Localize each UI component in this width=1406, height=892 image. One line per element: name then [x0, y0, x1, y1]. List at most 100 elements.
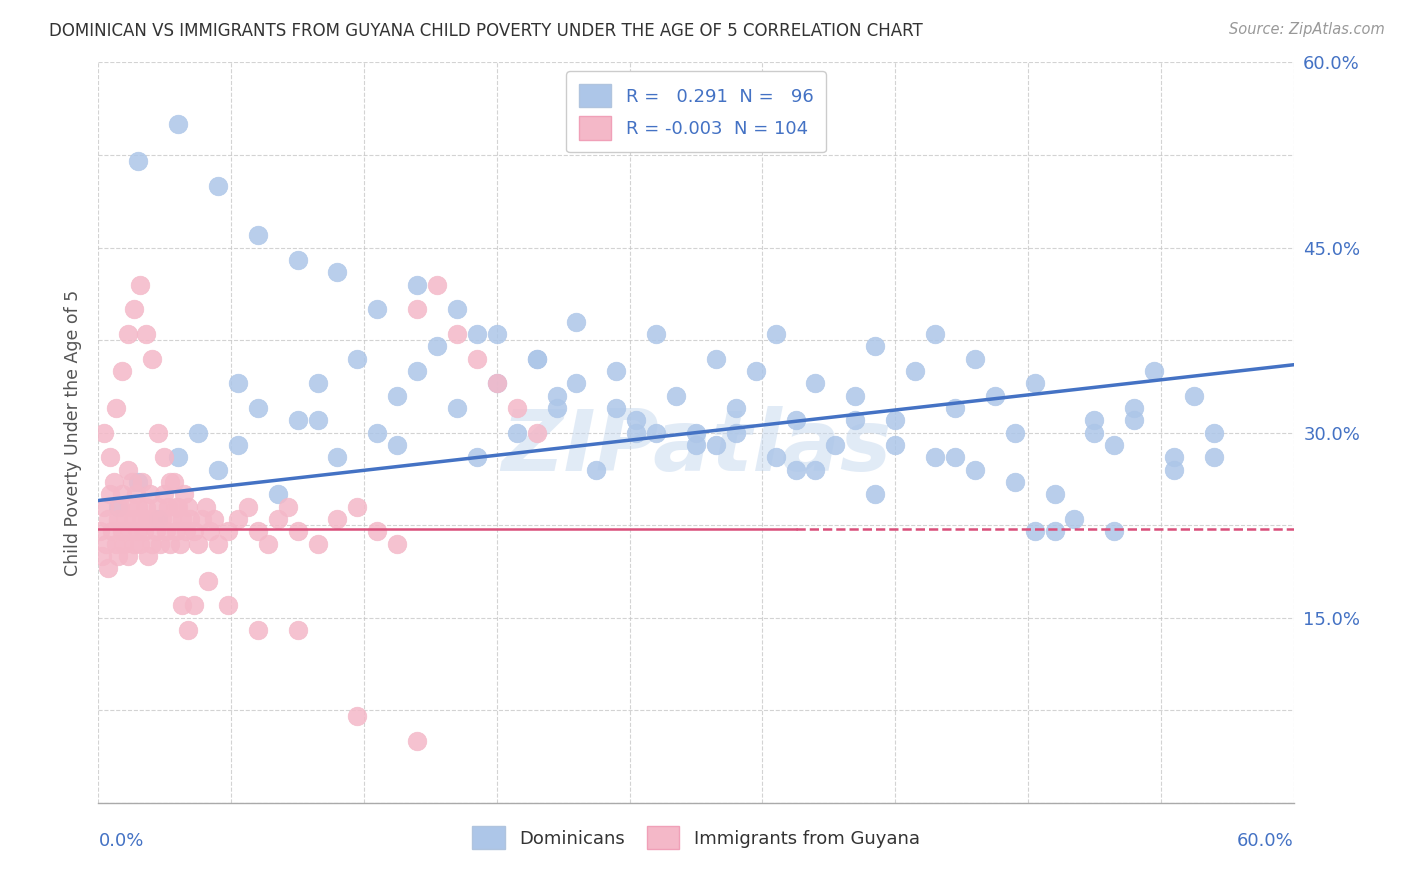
Point — [167, 500, 190, 514]
Point — [136, 512, 159, 526]
Point — [287, 252, 309, 267]
Point — [924, 450, 946, 465]
Point — [963, 351, 986, 366]
Point — [159, 536, 181, 550]
Point — [145, 524, 167, 539]
Point — [465, 326, 488, 341]
Point — [645, 425, 668, 440]
Point — [120, 500, 142, 514]
Point — [1104, 524, 1126, 539]
Point — [645, 326, 668, 341]
Point — [865, 487, 887, 501]
Point — [844, 388, 866, 402]
Point — [127, 475, 149, 489]
Point — [385, 536, 409, 550]
Point — [124, 536, 146, 550]
Point — [605, 401, 627, 415]
Point — [924, 326, 946, 341]
Point — [943, 450, 966, 465]
Point — [246, 524, 269, 539]
Point — [127, 154, 149, 169]
Point — [406, 734, 429, 748]
Point — [287, 413, 309, 427]
Point — [129, 536, 152, 550]
Text: 0.0%: 0.0% — [98, 832, 143, 850]
Text: DOMINICAN VS IMMIGRANTS FROM GUYANA CHILD POVERTY UNDER THE AGE OF 5 CORRELATION: DOMINICAN VS IMMIGRANTS FROM GUYANA CHIL… — [49, 22, 922, 40]
Point — [112, 536, 135, 550]
Point — [565, 314, 588, 328]
Point — [1182, 388, 1205, 402]
Point — [804, 462, 827, 476]
Point — [135, 326, 157, 341]
Point — [165, 500, 187, 514]
Point — [485, 326, 508, 341]
Point — [366, 302, 388, 317]
Point — [167, 117, 190, 131]
Point — [107, 500, 129, 514]
Point — [307, 536, 329, 550]
Point — [115, 512, 138, 526]
Point — [277, 500, 299, 514]
Point — [159, 475, 181, 489]
Point — [426, 277, 449, 292]
Point — [546, 401, 568, 415]
Point — [105, 536, 128, 550]
Point — [785, 413, 807, 427]
Point — [506, 401, 529, 415]
Point — [1004, 425, 1026, 440]
Point — [565, 376, 588, 391]
Point — [149, 536, 172, 550]
Point — [1202, 450, 1225, 465]
Point — [111, 487, 134, 501]
Point — [1083, 413, 1105, 427]
Point — [202, 512, 225, 526]
Point — [195, 500, 218, 514]
Point — [665, 388, 688, 402]
Point — [226, 376, 249, 391]
Point — [346, 351, 368, 366]
Point — [1202, 425, 1225, 440]
Point — [117, 326, 139, 341]
Point — [111, 524, 134, 539]
Point — [172, 599, 194, 613]
Point — [585, 462, 607, 476]
Point — [704, 351, 727, 366]
Point — [153, 450, 176, 465]
Point — [943, 401, 966, 415]
Point — [685, 425, 707, 440]
Point — [217, 524, 239, 539]
Point — [160, 512, 183, 526]
Point — [406, 364, 429, 378]
Point — [207, 178, 229, 193]
Point — [406, 277, 429, 292]
Point — [105, 401, 128, 415]
Point — [91, 549, 114, 563]
Point — [346, 709, 368, 723]
Point — [963, 462, 986, 476]
Point — [198, 524, 221, 539]
Point — [153, 487, 176, 501]
Point — [141, 536, 163, 550]
Point — [287, 524, 309, 539]
Text: Source: ZipAtlas.com: Source: ZipAtlas.com — [1229, 22, 1385, 37]
Point — [148, 425, 170, 440]
Point — [207, 536, 229, 550]
Point — [207, 462, 229, 476]
Point — [141, 351, 163, 366]
Point — [385, 388, 409, 402]
Point — [704, 438, 727, 452]
Point — [101, 524, 124, 539]
Point — [107, 512, 129, 526]
Point — [1123, 413, 1146, 427]
Point — [172, 512, 194, 526]
Point — [124, 512, 146, 526]
Point — [179, 512, 201, 526]
Point — [111, 364, 134, 378]
Point — [183, 524, 205, 539]
Point — [465, 351, 488, 366]
Point — [197, 574, 219, 588]
Point — [765, 450, 787, 465]
Point — [485, 376, 508, 391]
Point — [326, 450, 349, 465]
Point — [984, 388, 1007, 402]
